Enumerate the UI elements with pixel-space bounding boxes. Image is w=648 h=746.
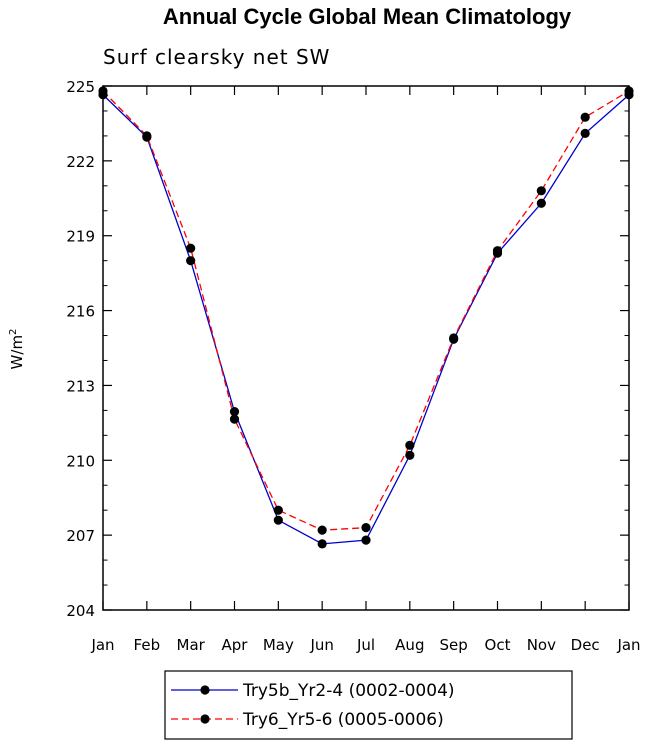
y-tick-label: 213 bbox=[66, 377, 95, 395]
x-tick-label: Jul bbox=[356, 636, 375, 654]
y-tick-label: 210 bbox=[66, 452, 95, 470]
data-point-s1 bbox=[580, 128, 590, 139]
legend-marker-2 bbox=[200, 714, 210, 724]
y-tick-label: 207 bbox=[66, 527, 95, 545]
y-axis-label: W/m2 bbox=[8, 329, 26, 370]
data-point-s2 bbox=[449, 333, 459, 343]
x-tick-label: Jan bbox=[90, 636, 114, 654]
y-tick-label: 216 bbox=[66, 303, 95, 321]
data-point-s1 bbox=[405, 450, 415, 460]
chart-title: Annual Cycle Global Mean Climatology bbox=[163, 4, 572, 29]
y-tick-label: 219 bbox=[66, 228, 95, 246]
x-tick-label: Apr bbox=[222, 636, 249, 654]
data-point-s2 bbox=[405, 440, 415, 450]
legend-box bbox=[164, 670, 573, 740]
y-tick-label: 204 bbox=[66, 602, 95, 620]
legend-label-1: Try5b_Yr2-4 (0002-0004) bbox=[242, 681, 455, 701]
legend-marker-1 bbox=[200, 685, 210, 695]
plot-frame bbox=[102, 85, 630, 611]
data-point-s1 bbox=[229, 407, 240, 417]
data-point-s1 bbox=[186, 256, 196, 266]
x-tick-label: Oct bbox=[485, 636, 511, 654]
data-point-s1 bbox=[536, 198, 546, 208]
data-point-s2 bbox=[536, 186, 546, 196]
x-tick-label: Sep bbox=[440, 636, 468, 654]
data-point-s1 bbox=[273, 515, 283, 525]
chart-subtitle: Surf clearsky net SW bbox=[103, 45, 330, 69]
x-tick-label: Feb bbox=[134, 636, 161, 654]
data-point-s1 bbox=[361, 535, 371, 545]
x-tick-label: Mar bbox=[177, 636, 206, 654]
data-point-s2 bbox=[317, 525, 327, 535]
x-tick-label: Jun bbox=[309, 636, 333, 654]
x-tick-label: Dec bbox=[571, 636, 600, 654]
data-point-s1 bbox=[317, 539, 327, 549]
series-line-2 bbox=[102, 90, 630, 531]
x-tick-label: Nov bbox=[527, 636, 556, 654]
x-tick-label: Jan bbox=[616, 636, 640, 654]
series-line-1 bbox=[102, 94, 630, 545]
data-point-s2 bbox=[580, 112, 590, 122]
legend-label-2: Try6_Yr5-6 (0005-0006) bbox=[242, 710, 444, 730]
y-tick-label: 225 bbox=[66, 78, 95, 96]
x-tick-label: May bbox=[263, 636, 294, 654]
data-point-s2 bbox=[186, 243, 196, 253]
data-point-s2 bbox=[361, 523, 371, 533]
data-point-s2 bbox=[492, 246, 503, 256]
data-point-s2 bbox=[273, 505, 283, 515]
x-tick-label: Aug bbox=[395, 636, 424, 654]
data-point-s2 bbox=[142, 131, 152, 141]
data-point-s2 bbox=[229, 414, 240, 424]
y-tick-label: 222 bbox=[66, 153, 95, 171]
